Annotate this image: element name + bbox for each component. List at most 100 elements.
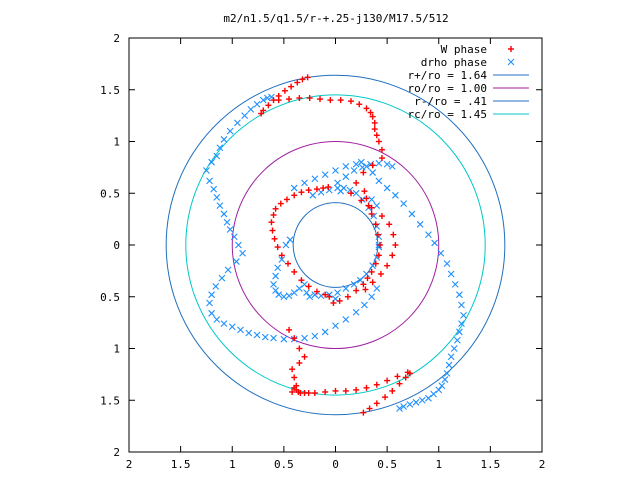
data-point	[346, 186, 354, 194]
data-point	[311, 175, 319, 183]
data-point	[265, 102, 272, 109]
data-point	[437, 249, 445, 257]
data-point	[261, 333, 269, 341]
data-point	[451, 280, 459, 288]
data-point	[278, 252, 285, 259]
data-point	[272, 287, 280, 294]
data-point	[373, 202, 381, 210]
data-point	[412, 398, 420, 406]
legend-label: W phase	[441, 43, 487, 56]
data-point	[301, 334, 308, 342]
data-point	[356, 101, 363, 108]
data-point	[270, 97, 277, 104]
data-point	[368, 293, 376, 301]
data-point	[388, 162, 396, 170]
data-point	[373, 132, 380, 139]
data-point	[301, 179, 308, 187]
data-point	[456, 291, 463, 299]
data-point	[270, 280, 277, 288]
data-point	[325, 184, 332, 191]
data-point	[431, 239, 439, 247]
x-tick-label: 0.5	[274, 458, 294, 471]
data-point	[298, 277, 305, 284]
data-point	[216, 144, 224, 152]
data-point	[353, 386, 360, 393]
data-point	[400, 403, 408, 410]
data-point	[290, 289, 298, 296]
y-axis-ticks: 2 1.5 1 0.5 0 0.5 1 1.5 2	[100, 32, 542, 459]
legend-label: drho phase	[421, 56, 487, 69]
x-tick-label: 1	[229, 458, 236, 471]
data-point	[268, 219, 275, 226]
data-point	[408, 210, 416, 218]
data-point	[336, 297, 343, 304]
data-point	[378, 155, 385, 162]
data-point	[350, 280, 358, 288]
data-point	[305, 390, 312, 397]
data-point	[352, 308, 360, 316]
y-tick-label: 0.5	[100, 187, 120, 200]
data-point	[296, 359, 303, 366]
data-point	[358, 196, 366, 203]
data-point	[239, 249, 246, 257]
data-point	[367, 109, 374, 116]
data-point	[306, 293, 314, 301]
data-point	[366, 405, 373, 412]
data-point	[357, 158, 365, 166]
data-point	[218, 274, 226, 282]
data-point	[223, 218, 231, 226]
data-point	[285, 260, 292, 267]
data-point	[458, 320, 465, 328]
data-point	[383, 160, 391, 168]
data-point	[402, 374, 409, 381]
data-point	[342, 387, 349, 394]
data-point	[378, 213, 385, 220]
data-point	[253, 331, 261, 339]
data-point	[360, 281, 367, 288]
data-point	[375, 252, 382, 259]
data-point	[272, 205, 279, 212]
data-point	[212, 283, 220, 290]
data-point	[337, 97, 344, 104]
data-point	[347, 98, 354, 105]
data-point	[247, 106, 255, 113]
data-point	[327, 97, 334, 104]
reference-circle-0	[165, 74, 506, 416]
data-point	[285, 292, 293, 300]
data-point	[296, 95, 303, 102]
data-point	[458, 301, 465, 309]
data-point	[375, 138, 382, 145]
data-point	[234, 119, 241, 127]
data-point	[418, 396, 426, 404]
data-point	[368, 268, 375, 275]
data-point	[213, 194, 221, 201]
data-point	[274, 244, 281, 251]
data-point	[378, 146, 385, 153]
data-point	[309, 191, 317, 199]
data-point	[363, 384, 370, 391]
data-point	[425, 394, 432, 402]
data-point	[263, 94, 271, 102]
data-point	[342, 173, 350, 181]
chart-title: m2/n1.5/q1.5/r-+.25-j130/M17.5/512	[223, 12, 448, 25]
data-point	[334, 179, 341, 187]
data-point	[311, 332, 319, 340]
data-point	[275, 291, 283, 299]
data-point	[369, 169, 377, 176]
data-point	[208, 309, 215, 317]
data-point	[373, 381, 380, 388]
data-point	[443, 369, 451, 377]
data-point	[296, 345, 303, 352]
data-point	[210, 185, 218, 193]
data-point	[435, 386, 443, 394]
data-point	[332, 167, 339, 174]
data-point	[208, 291, 215, 299]
data-point	[443, 260, 451, 268]
data-point	[460, 311, 467, 319]
data-point	[375, 177, 383, 185]
data-point	[291, 335, 298, 342]
data-point	[232, 258, 240, 265]
data-point	[313, 288, 320, 295]
data-point	[334, 289, 341, 296]
data-point	[259, 96, 267, 104]
